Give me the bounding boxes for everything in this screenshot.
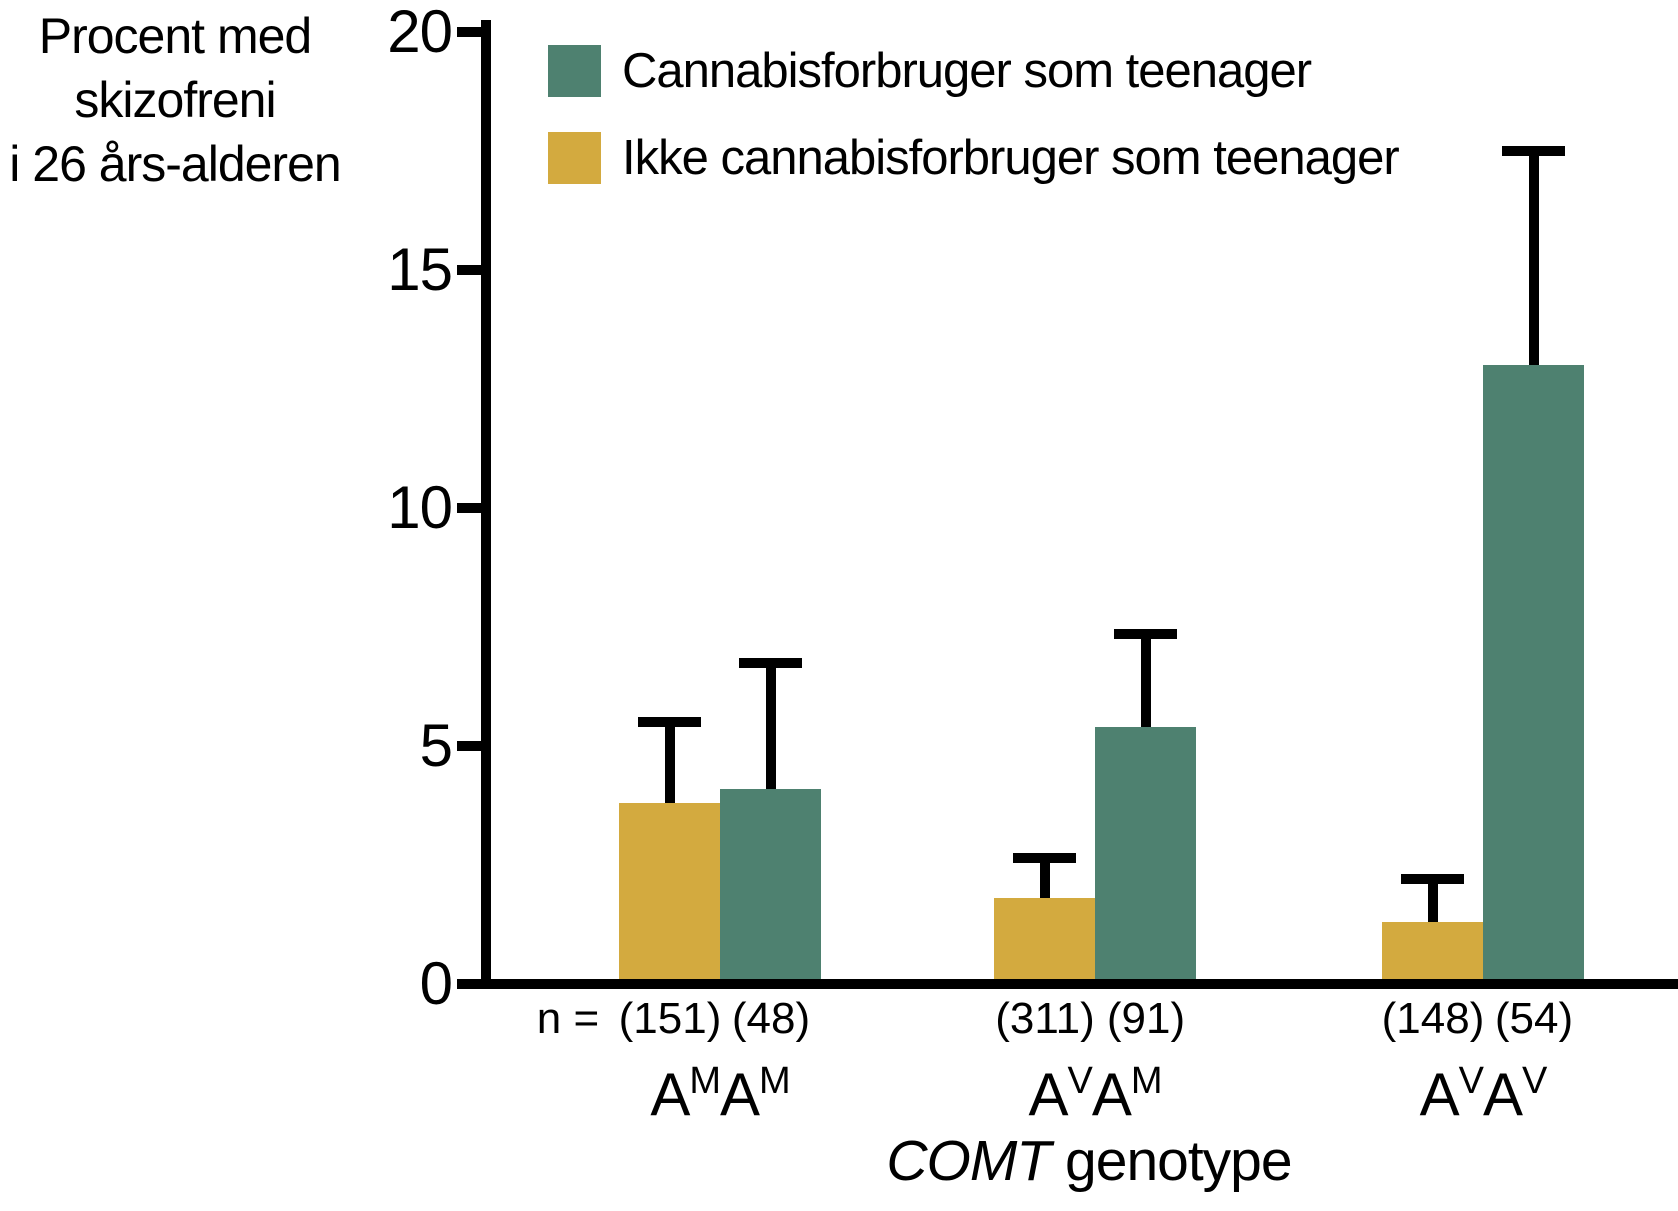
y-axis-tick xyxy=(457,265,491,275)
bar-non-cannabis xyxy=(619,803,720,984)
y-axis-tick xyxy=(457,741,491,751)
y-axis-title-line-2: skizofreni xyxy=(74,72,276,128)
genotype-base: A xyxy=(650,1061,690,1128)
y-axis-line xyxy=(481,20,491,989)
genotype-base: A xyxy=(1419,1061,1460,1128)
genotype-base: A xyxy=(720,1061,760,1128)
genotype-superscript: V xyxy=(1458,1060,1484,1102)
n-count-label: (48) xyxy=(731,994,811,1043)
n-count-label: (148) xyxy=(1381,994,1485,1043)
y-axis-tick xyxy=(457,27,491,37)
genotype-superscript: M xyxy=(1130,1060,1163,1102)
y-axis-title-line-3: i 26 års-alderen xyxy=(9,136,341,192)
x-axis-label: COMT genotype xyxy=(886,1129,1293,1193)
n-count-label: (54) xyxy=(1494,994,1574,1043)
y-tick-label: 0 xyxy=(419,950,453,1017)
x-axis-label-italic: COMT xyxy=(886,1129,1051,1193)
n-count-label: (311) xyxy=(995,994,1095,1043)
error-bar-stem xyxy=(1428,879,1438,922)
x-axis-label-regular: genotype xyxy=(1050,1129,1293,1193)
bar-non-cannabis xyxy=(1382,922,1483,984)
legend-swatch-cannabis xyxy=(548,45,601,97)
y-axis-tick xyxy=(457,503,491,513)
legend-row: Cannabisforbruger som teenager xyxy=(548,44,1312,98)
error-bar-stem xyxy=(1040,858,1050,898)
genotype-base: A xyxy=(1091,1061,1132,1128)
genotype-superscript: M xyxy=(689,1060,721,1102)
error-bar-cap xyxy=(1013,853,1076,863)
legend-label: Cannabisforbruger som teenager xyxy=(622,44,1312,98)
genotype-superscript: M xyxy=(759,1060,791,1102)
error-bar-stem xyxy=(1141,634,1151,727)
y-tick-label: 5 xyxy=(419,712,453,779)
n-count-label: (151) xyxy=(618,994,722,1043)
error-bar-cap xyxy=(1401,874,1464,884)
y-axis-title: Procent med skizofreni i 26 års-alderen xyxy=(4,4,346,196)
bar-cannabis xyxy=(1095,727,1196,984)
genotype-label: AMAM xyxy=(650,1050,791,1128)
bar-non-cannabis xyxy=(994,898,1095,984)
bar-cannabis xyxy=(720,789,821,984)
error-bar-stem xyxy=(766,663,776,789)
genotype-base: A xyxy=(1028,1061,1068,1128)
n-equals-label: n = xyxy=(536,994,600,1043)
legend-swatch-non-cannabis xyxy=(548,132,601,184)
x-axis-line xyxy=(457,979,1678,989)
genotype-label: AVAV xyxy=(1419,1050,1548,1128)
error-bar-cap xyxy=(1502,146,1565,156)
genotype-superscript: V xyxy=(1522,1060,1547,1102)
y-tick-label: 20 xyxy=(387,0,453,65)
legend-label: Ikke cannabisforbruger som teenager xyxy=(622,131,1400,185)
error-bar-cap xyxy=(638,717,701,727)
error-bar-cap xyxy=(1114,629,1177,639)
legend-row: Ikke cannabisforbruger som teenager xyxy=(548,131,1400,185)
y-axis-title-line-1: Procent med xyxy=(38,8,312,64)
error-bar-stem xyxy=(665,722,675,803)
y-tick-label: 10 xyxy=(387,474,453,541)
genotype-label: AVAM xyxy=(1028,1050,1163,1128)
n-count-label: (91) xyxy=(1106,994,1186,1043)
bar-cannabis xyxy=(1483,365,1584,984)
genotype-base: A xyxy=(1483,1061,1523,1128)
error-bar-stem xyxy=(1529,151,1539,365)
y-tick-label: 15 xyxy=(387,236,453,303)
genotype-superscript: V xyxy=(1067,1060,1092,1102)
error-bar-cap xyxy=(739,658,802,668)
